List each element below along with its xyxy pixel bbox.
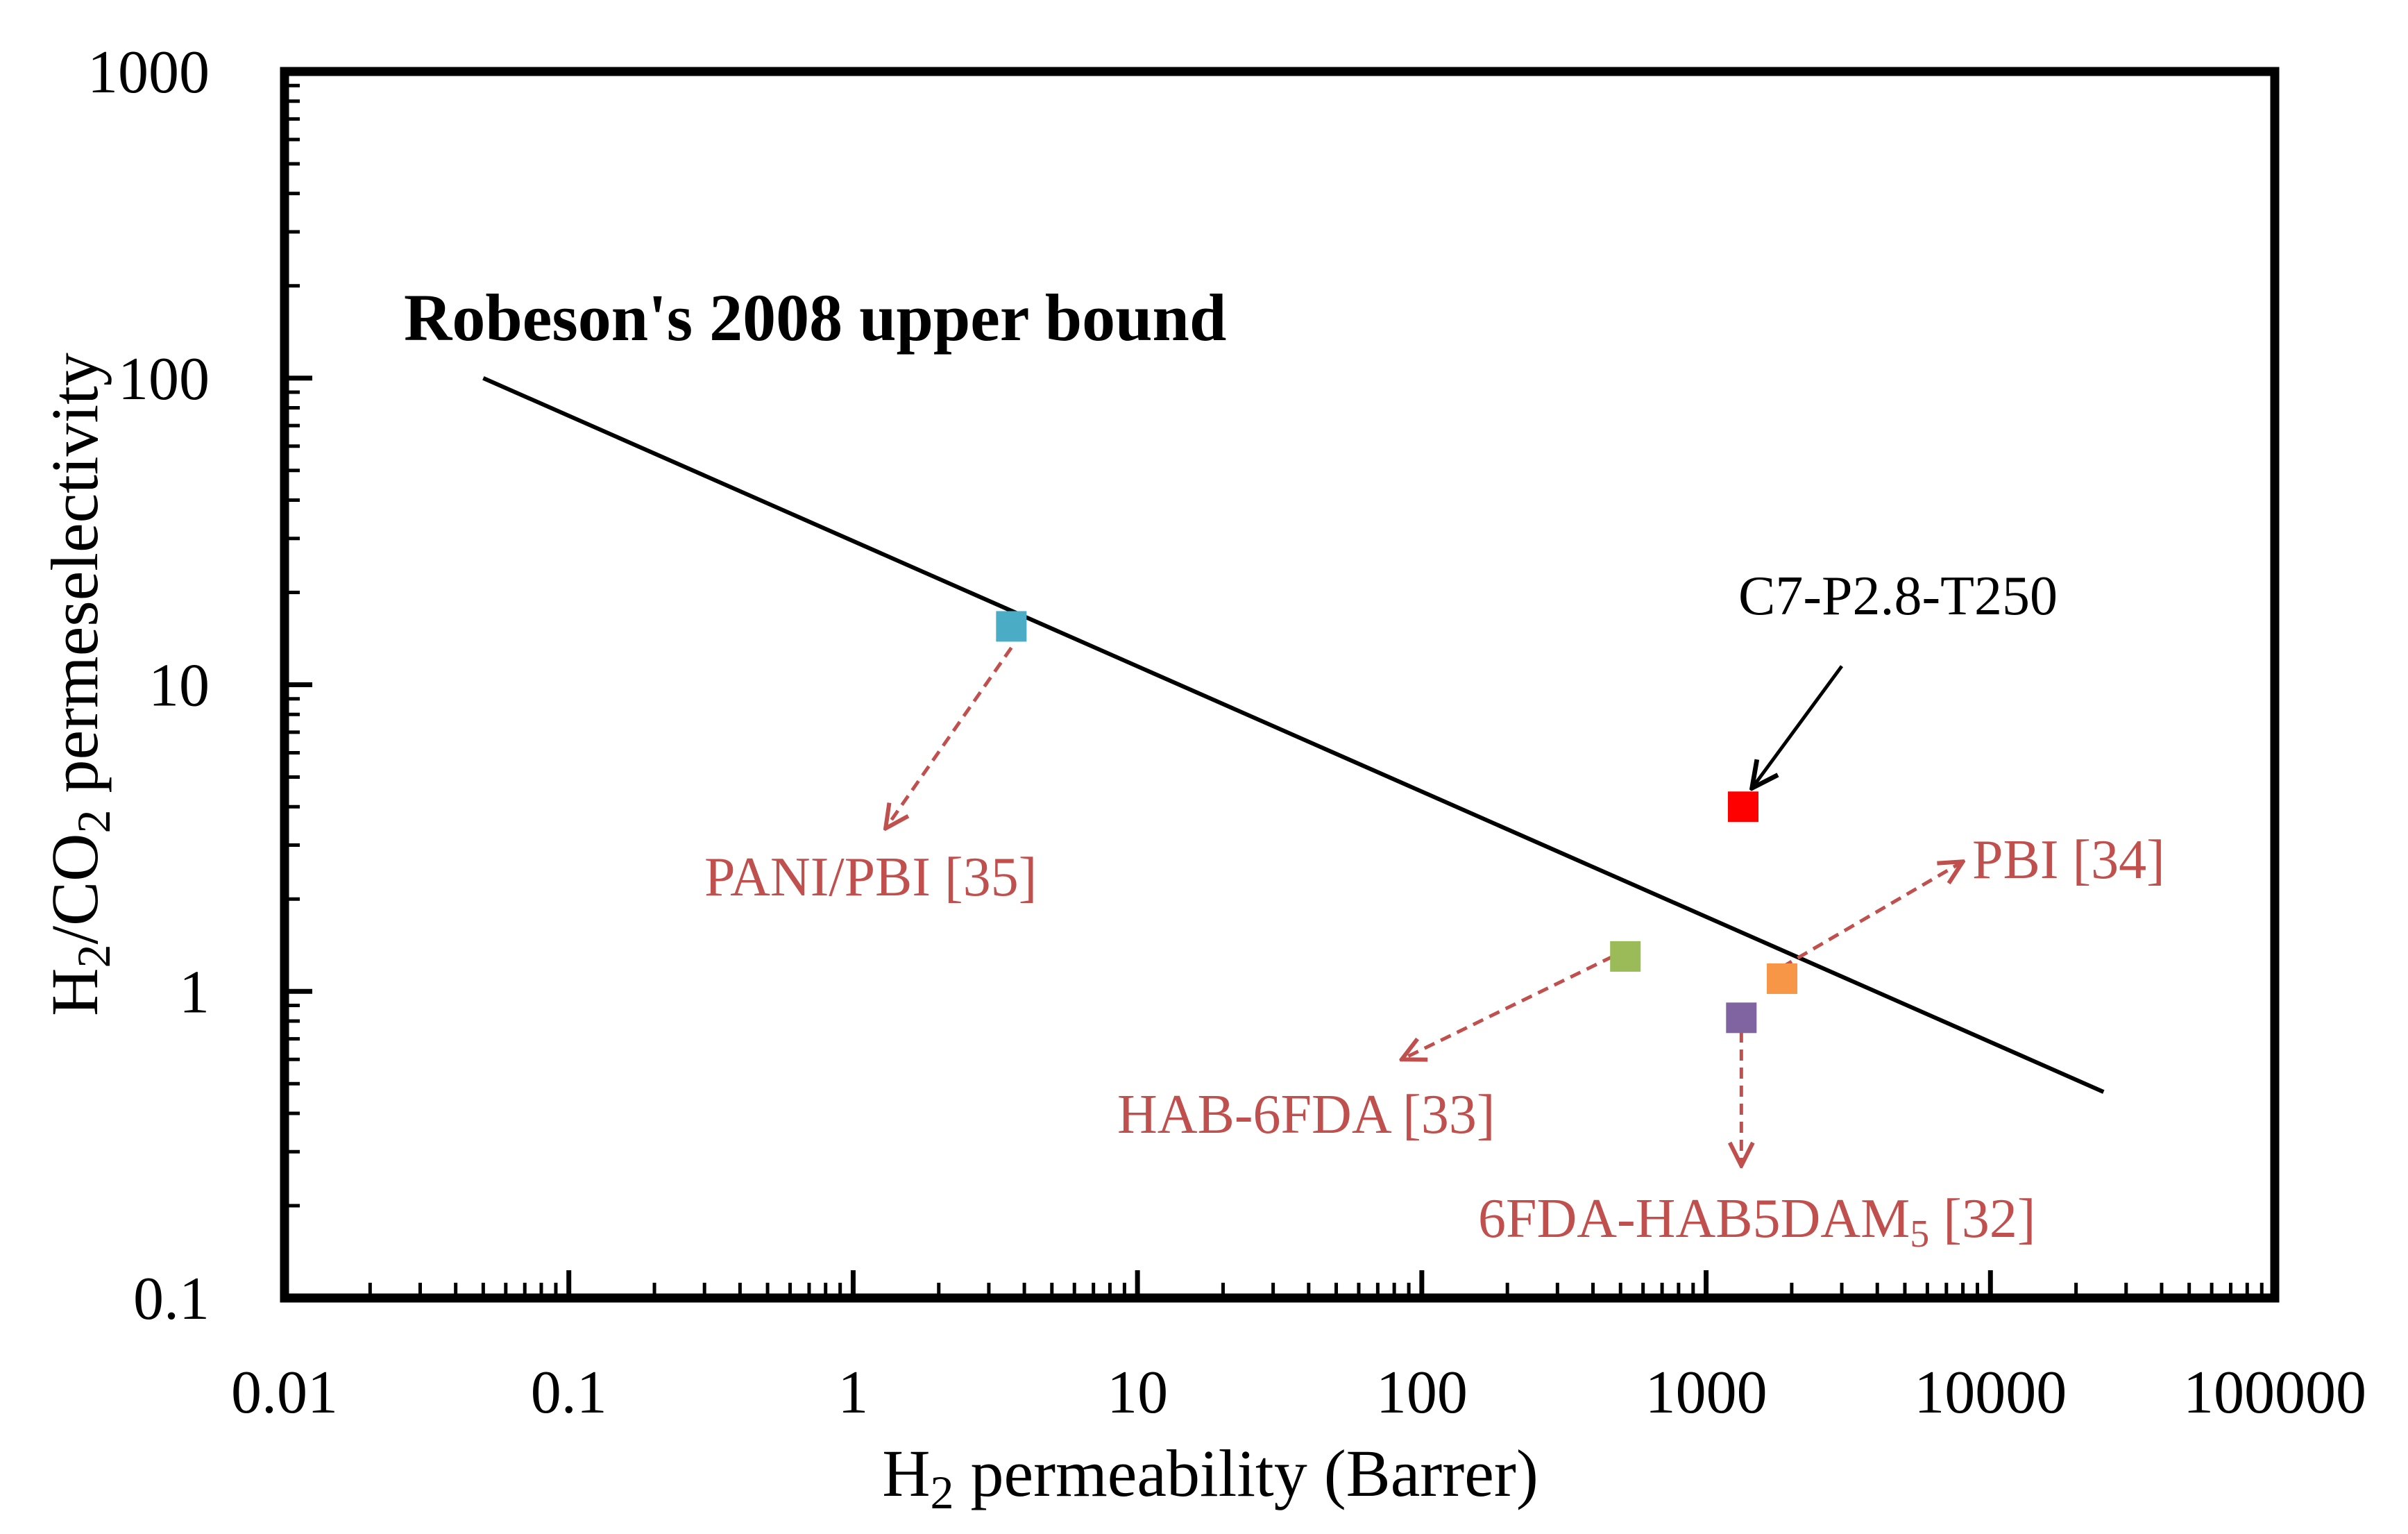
x-axis-title: H2 permeability (Barrer)	[882, 1436, 1538, 1519]
upper-bound-label: Robeson's 2008 upper bound	[404, 280, 1226, 355]
x-tick-label: 0.1	[531, 1359, 607, 1426]
major-ticks	[282, 69, 2278, 1301]
arrow-pbi-34-	[1781, 861, 1963, 969]
y-tick-label: 10	[149, 652, 210, 720]
annotation-arrows	[885, 646, 1963, 1165]
upper-bound-line	[482, 376, 2105, 1094]
marker-6fda-hab5dam5-32-	[1726, 1002, 1757, 1034]
y-tick-labels: 0.1 1 10 100 1000	[87, 39, 210, 1333]
marker-hab-6fda-33-	[1610, 941, 1641, 972]
marker-pani-pbi-35-	[996, 611, 1027, 642]
x-tick-label: 100	[1376, 1359, 1468, 1426]
arrow-hab-6fda-33-	[1402, 954, 1614, 1059]
y-tick-label: 1	[179, 959, 210, 1026]
arrow-c7-p2-8-t250	[1752, 665, 1844, 789]
x-tick-label: 100000	[2183, 1359, 2366, 1426]
minor-ticks	[285, 83, 2264, 1298]
label-pbi: PBI [34]	[1972, 829, 2165, 891]
y-tick-label: 0.1	[133, 1265, 210, 1333]
marker-c7-p2-8-t250	[1727, 791, 1758, 823]
y-tick-label: 1000	[87, 39, 210, 106]
x-tick-label: 10000	[1914, 1359, 2067, 1426]
data-markers	[996, 611, 1798, 1034]
label-hab-6fda: HAB-6FDA [33]	[1117, 1084, 1495, 1145]
x-tick-label: 10	[1107, 1359, 1168, 1426]
x-tick-label: 1	[838, 1359, 868, 1426]
label-6fda-hab5dam5: 6FDA-HAB5DAM5 [32]	[1478, 1188, 2036, 1256]
y-axis-title: H2/CO2 permeselectivity	[37, 353, 120, 1016]
y-tick-label: 100	[118, 346, 210, 413]
arrow-pani-pbi-35-	[885, 646, 1013, 828]
x-tick-label: 0.01	[231, 1359, 338, 1426]
x-tick-labels: 0.01 0.1 1 10 100 1000 10000 100000	[231, 1359, 2366, 1426]
label-c7-p2-8-t250: C7-P2.8-T250	[1738, 566, 2058, 627]
label-pani-pbi: PANI/PBI [35]	[704, 847, 1037, 908]
x-tick-label: 1000	[1645, 1359, 1767, 1426]
marker-pbi-34-	[1767, 963, 1798, 994]
